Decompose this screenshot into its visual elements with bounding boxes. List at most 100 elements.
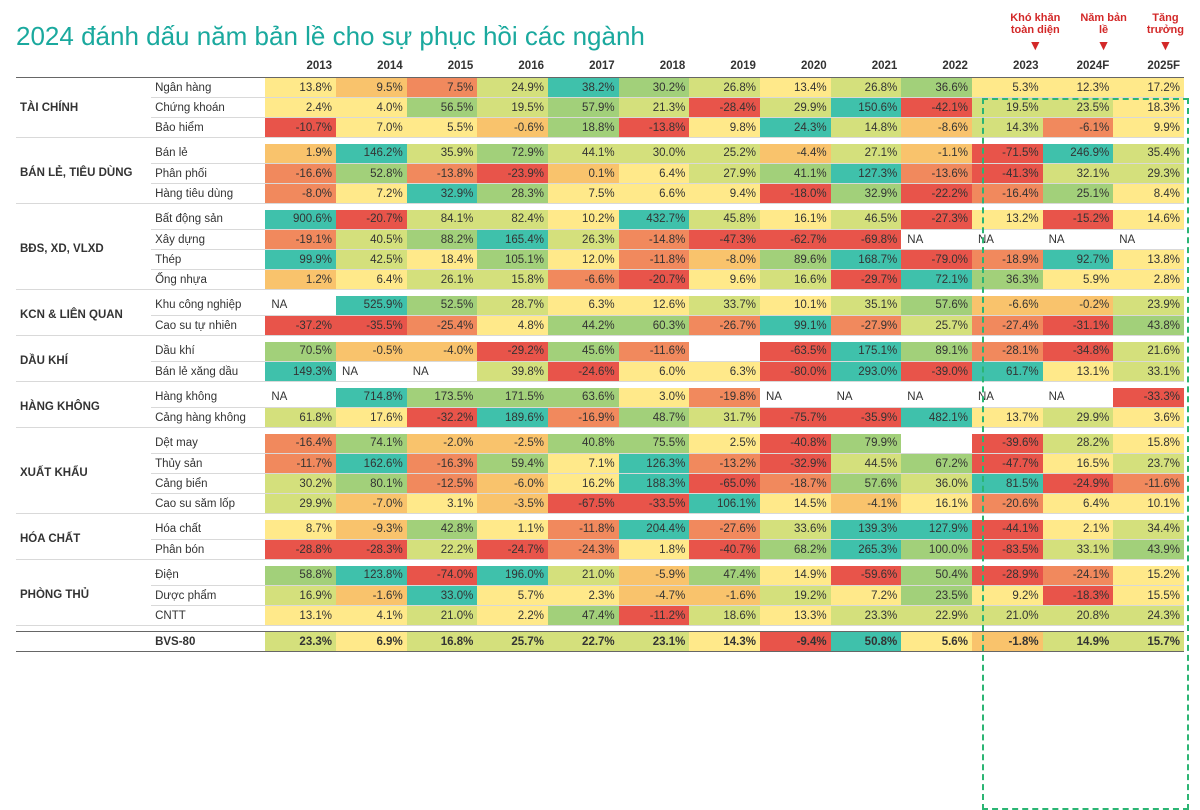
- table-row: Hàng tiêu dùng-8.0%7.2%32.9%28.3%7.5%6.6…: [16, 184, 1184, 204]
- heatmap-cell: NA: [972, 230, 1043, 250]
- heatmap-cell: 432.7%: [619, 210, 690, 230]
- table-row: Cảng biển30.2%80.1%-12.5%-6.0%16.2%188.3…: [16, 474, 1184, 494]
- subsector-label: Chứng khoán: [151, 98, 265, 118]
- heatmap-cell: 9.8%: [689, 118, 760, 138]
- heatmap-cell: 33.1%: [1113, 362, 1184, 382]
- heatmap-cell: -2.5%: [477, 434, 548, 454]
- heatmap-cell: -1.8%: [972, 632, 1043, 652]
- heatmap-cell: -35.9%: [831, 408, 902, 428]
- heatmap-cell: -24.3%: [548, 540, 619, 560]
- heatmap-cell: -33.5%: [619, 494, 690, 514]
- heatmap-cell: -6.6%: [972, 296, 1043, 316]
- heatmap-cell: 0.1%: [548, 164, 619, 184]
- year-header: 2025F: [1113, 58, 1184, 78]
- heatmap-cell: 13.1%: [265, 606, 336, 626]
- heatmap-cell: NA: [831, 388, 902, 408]
- heatmap-cell: -18.3%: [1043, 586, 1114, 606]
- subsector-label: Thủy sản: [151, 454, 265, 474]
- heatmap-cell: 15.5%: [1113, 586, 1184, 606]
- heatmap-cell: 17.2%: [1113, 78, 1184, 98]
- heatmap-cell: 26.3%: [548, 230, 619, 250]
- heatmap-cell: 45.6%: [548, 342, 619, 362]
- heatmap-cell: -79.0%: [901, 250, 972, 270]
- table-row: Bán lẻ xăng dầu149.3%NANA39.8%-24.6%6.0%…: [16, 362, 1184, 382]
- heatmap-cell: 162.6%: [336, 454, 407, 474]
- heatmap-cell: 88.2%: [407, 230, 478, 250]
- heatmap-cell: 1.9%: [265, 144, 336, 164]
- heatmap-cell: 14.3%: [972, 118, 1043, 138]
- heatmap-cell: 89.1%: [901, 342, 972, 362]
- heatmap-cell: 12.0%: [548, 250, 619, 270]
- heatmap-cell: 13.3%: [760, 606, 831, 626]
- heatmap-cell: -16.3%: [407, 454, 478, 474]
- heatmap-cell: 14.9%: [760, 566, 831, 586]
- heatmap-cell: NA: [760, 388, 831, 408]
- heatmap-cell: -28.4%: [689, 98, 760, 118]
- heatmap-cell: -5.9%: [619, 566, 690, 586]
- subsector-label: Dầu khí: [151, 342, 265, 362]
- heatmap-cell: 7.0%: [336, 118, 407, 138]
- heatmap-cell: -18.0%: [760, 184, 831, 204]
- legend-item: Khó khăntoàn diện▼: [1010, 12, 1060, 54]
- heatmap-cell: 14.9%: [1043, 632, 1114, 652]
- heatmap-cell: 100.0%: [901, 540, 972, 560]
- category-label: PHÒNG THỦ: [16, 566, 151, 626]
- heatmap-cell: NA: [972, 388, 1043, 408]
- heatmap-cell: 2.5%: [689, 434, 760, 454]
- subsector-label: Thép: [151, 250, 265, 270]
- heatmap-cell: -47.7%: [972, 454, 1043, 474]
- year-header: 2022: [901, 58, 972, 78]
- heatmap-cell: 72.1%: [901, 270, 972, 290]
- year-header: 2021: [831, 58, 902, 78]
- heatmap-cell: 18.6%: [689, 606, 760, 626]
- heatmap-cell: -71.5%: [972, 144, 1043, 164]
- heatmap-cell: -16.6%: [265, 164, 336, 184]
- table-row: Cảng hàng không61.8%17.6%-32.2%189.6%-16…: [16, 408, 1184, 428]
- heatmap-cell: 2.4%: [265, 98, 336, 118]
- heatmap-cell: -18.9%: [972, 250, 1043, 270]
- heatmap-cell: NA: [901, 388, 972, 408]
- heatmap-cell: -16.4%: [972, 184, 1043, 204]
- heatmap-cell: 6.6%: [619, 184, 690, 204]
- heatmap-cell: 2.8%: [1113, 270, 1184, 290]
- heatmap-cell: 60.3%: [619, 316, 690, 336]
- heatmap-cell: -0.5%: [336, 342, 407, 362]
- table-row: Thép99.9%42.5%18.4%105.1%12.0%-11.8%-8.0…: [16, 250, 1184, 270]
- heatmap-cell: 175.1%: [831, 342, 902, 362]
- heatmap-cell: -13.8%: [407, 164, 478, 184]
- heatmap-cell: 44.1%: [548, 144, 619, 164]
- heatmap-cell: -13.8%: [619, 118, 690, 138]
- heatmap-cell: 7.2%: [831, 586, 902, 606]
- subsector-label: Ống nhựa: [151, 270, 265, 290]
- heatmap-cell: -19.8%: [689, 388, 760, 408]
- subsector-label: CNTT: [151, 606, 265, 626]
- category-label: BĐS, XD, VLXD: [16, 210, 151, 290]
- heatmap-cell: -31.1%: [1043, 316, 1114, 336]
- subsector-label: Cao su tự nhiên: [151, 316, 265, 336]
- heatmap-cell: -27.4%: [972, 316, 1043, 336]
- heatmap-cell: 82.4%: [477, 210, 548, 230]
- heatmap-cell: -28.8%: [265, 540, 336, 560]
- heatmap-cell: -11.6%: [1113, 474, 1184, 494]
- heatmap-cell: 43.8%: [1113, 316, 1184, 336]
- heatmap-cell: 13.2%: [972, 210, 1043, 230]
- heatmap-cell: -83.5%: [972, 540, 1043, 560]
- table-row: DẦU KHÍDầu khí70.5%-0.5%-4.0%-29.2%45.6%…: [16, 342, 1184, 362]
- table-row: BĐS, XD, VLXDBất động sản900.6%-20.7%84.…: [16, 210, 1184, 230]
- heatmap-cell: -20.6%: [972, 494, 1043, 514]
- heatmap-cell: -4.0%: [407, 342, 478, 362]
- subsector-label: Bảo hiểm: [151, 118, 265, 138]
- heatmap-cell: 9.6%: [689, 270, 760, 290]
- heatmap-cell: 35.9%: [407, 144, 478, 164]
- heatmap-cell: 28.7%: [477, 296, 548, 316]
- year-header: 2016: [477, 58, 548, 78]
- year-header: 2014: [336, 58, 407, 78]
- heatmap-cell: -24.1%: [1043, 566, 1114, 586]
- heatmap-cell: 99.9%: [265, 250, 336, 270]
- heatmap-cell: 2.2%: [477, 606, 548, 626]
- subsector-label: Bán lẻ xăng dầu: [151, 362, 265, 382]
- heatmap-cell: 16.1%: [760, 210, 831, 230]
- heatmap-cell: -40.8%: [760, 434, 831, 454]
- heatmap-cell: 50.8%: [831, 632, 902, 652]
- heatmap-cell: 20.8%: [1043, 606, 1114, 626]
